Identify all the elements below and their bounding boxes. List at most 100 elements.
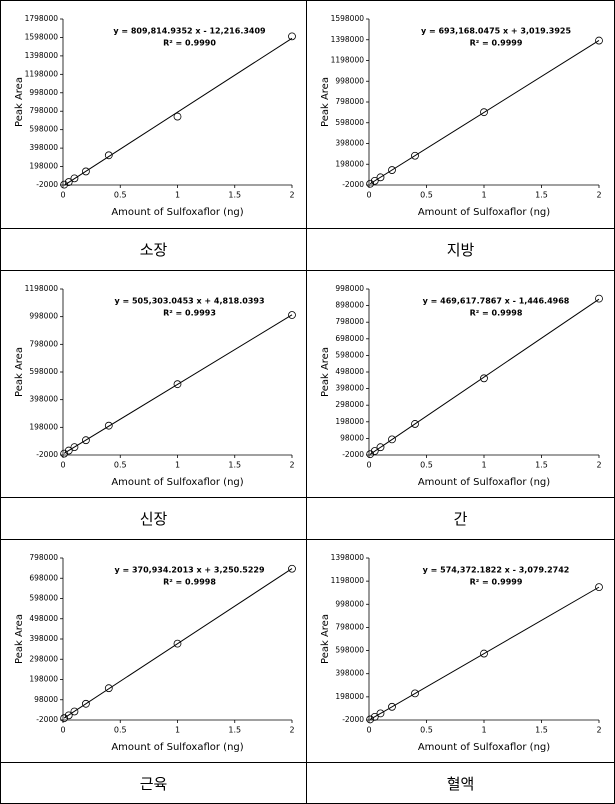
- y-tick-label: 1198000: [25, 284, 59, 293]
- y-tick-label: 598000: [335, 646, 364, 655]
- x-tick-label: 1: [481, 461, 486, 470]
- data-point: [366, 179, 375, 188]
- annotation: y = 469,617.7867 x - 1,446.4968: [423, 297, 570, 306]
- x-tick-label: 0: [60, 191, 65, 200]
- y-tick-label: 198000: [335, 692, 364, 701]
- y-tick-label: 798000: [335, 97, 364, 106]
- y-tick-label: 398000: [29, 395, 58, 404]
- y-tick-label: 998000: [29, 312, 58, 321]
- trendline: [63, 568, 293, 719]
- y-tick-label: 998000: [335, 599, 364, 608]
- caption-cell: 간: [307, 498, 614, 540]
- x-tick-label: 0.5: [420, 461, 433, 470]
- data-point: [70, 443, 79, 452]
- y-tick-label: 298000: [335, 400, 364, 409]
- trendline: [369, 586, 600, 720]
- y-tick-label: 598000: [335, 118, 364, 127]
- y-tick-label: 1198000: [331, 576, 365, 585]
- annotation: y = 370,934.2013 x + 3,250.5229: [114, 566, 264, 575]
- y-tick-label: 1598000: [25, 32, 59, 41]
- caption-cell: 지방: [307, 229, 614, 271]
- data-point: [64, 446, 73, 455]
- data-point: [288, 564, 296, 573]
- caption-cell: 혈액: [307, 763, 614, 803]
- trendline: [63, 314, 293, 454]
- trendline: [369, 40, 600, 185]
- x-tick-label: 0.5: [114, 191, 127, 200]
- trendline: [369, 298, 600, 455]
- chart-cell: -2000 198000 398000 598000 798000 998000 11980…: [307, 1, 614, 229]
- annotation: R² = 0.9993: [163, 309, 216, 318]
- data-point: [366, 715, 375, 724]
- chart: -2000 198000 398000 598000 798000 998000 11980…: [14, 14, 296, 218]
- x-tick-label: 1.5: [228, 191, 241, 200]
- y-tick-label: 98000: [34, 695, 58, 704]
- y-tick-label: 398000: [335, 384, 364, 393]
- caption-cell: 소장: [1, 229, 307, 271]
- caption-cell: 신장: [1, 498, 307, 540]
- y-tick-label: -2000: [342, 715, 364, 724]
- chart-cell: -2000 98000 198000 298000 398000 498000 598000…: [307, 271, 614, 498]
- y-tick-label: -2000: [342, 450, 364, 459]
- x-tick-label: 1.5: [535, 726, 548, 735]
- y-tick-label: 998000: [335, 76, 364, 85]
- x-tick-label: 1: [481, 191, 486, 200]
- x-tick-label: 1.5: [228, 461, 241, 470]
- data-point: [595, 294, 603, 303]
- data-point: [411, 420, 419, 428]
- annotation: R² = 0.9998: [470, 309, 523, 318]
- y-tick-label: 998000: [335, 284, 364, 293]
- data-point: [82, 167, 90, 176]
- data-point: [595, 36, 603, 45]
- data-point: [82, 699, 90, 708]
- x-axis-label: Amount of Sulfoxaflor (ng): [418, 477, 550, 488]
- y-axis-label: Peak Area: [320, 77, 331, 127]
- y-tick-label: 598000: [29, 125, 58, 134]
- x-tick-label: 1.5: [228, 726, 241, 735]
- chart-cell: -2000 198000 398000 598000 798000 998000 11980…: [307, 540, 614, 763]
- y-tick-label: 198000: [335, 159, 364, 168]
- annotation: R² = 0.9999: [470, 39, 523, 48]
- y-tick-label: 798000: [29, 339, 58, 348]
- data-point: [376, 173, 385, 182]
- chart-cell: -2000 98000 198000 298000 398000 498000 598000…: [1, 540, 307, 763]
- data-point: [376, 443, 385, 452]
- x-tick-label: 0.5: [420, 191, 433, 200]
- y-tick-label: 1598000: [331, 14, 365, 23]
- caption: 지방: [446, 241, 475, 259]
- data-point: [173, 639, 182, 648]
- y-tick-label: 198000: [335, 417, 364, 426]
- chart-cell: -2000 198000 398000 598000 798000 998000 11980…: [1, 271, 307, 498]
- caption: 소장: [139, 241, 168, 259]
- annotation: y = 809,814.9352 x - 12,216.3409: [113, 27, 266, 36]
- caption: 근육: [139, 774, 168, 793]
- data-point: [370, 447, 379, 455]
- trendline: [63, 37, 293, 186]
- x-tick-label: 1.5: [535, 191, 548, 200]
- y-tick-label: 798000: [29, 553, 58, 562]
- y-tick-label: 198000: [29, 675, 58, 684]
- annotation: R² = 0.9999: [470, 578, 523, 587]
- annotation: y = 574,372.1822 x - 3,079.2742: [423, 566, 570, 575]
- x-tick-label: 2: [289, 461, 294, 470]
- x-tick-label: 1: [175, 461, 180, 470]
- y-axis-label: Peak Area: [14, 614, 25, 664]
- y-tick-label: 898000: [335, 301, 364, 310]
- data-point: [376, 709, 385, 718]
- chart: -2000 98000 198000 298000 398000 498000 598000…: [14, 553, 296, 753]
- y-axis-label: Peak Area: [14, 347, 25, 397]
- data-point: [411, 151, 419, 160]
- y-axis-label: Peak Area: [320, 347, 331, 397]
- x-tick-label: 1: [175, 726, 180, 735]
- x-tick-label: 2: [596, 726, 601, 735]
- x-tick-label: 0: [366, 191, 371, 200]
- data-point: [288, 311, 296, 319]
- x-tick-label: 1: [175, 191, 180, 200]
- data-point: [370, 176, 379, 185]
- x-tick-label: 0.5: [114, 726, 127, 735]
- y-tick-label: 1198000: [331, 56, 365, 65]
- x-tick-label: 0: [366, 726, 371, 735]
- y-tick-label: 598000: [29, 367, 58, 376]
- x-tick-label: 2: [289, 726, 294, 735]
- data-point: [288, 32, 296, 41]
